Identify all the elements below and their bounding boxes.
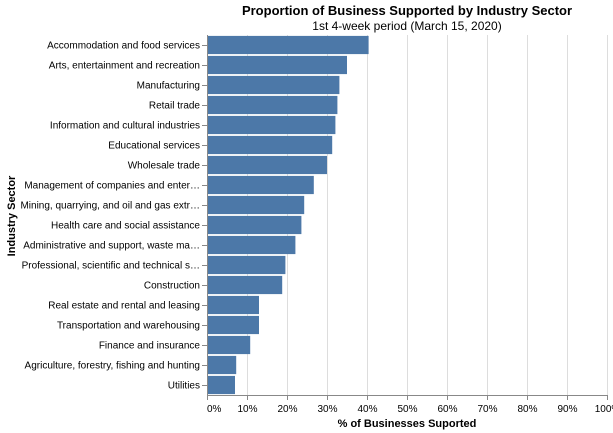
y-tick-label: Retail trade [149,101,201,112]
bar [207,375,235,395]
bar [207,355,237,375]
y-tick-label: Real estate and rental and leasing [48,301,200,312]
bar [207,335,251,355]
y-tick-label: Management of companies and enter… [24,181,200,192]
bar [207,135,333,155]
y-tick-label: Manufacturing [137,81,200,92]
x-axis-title: % of Businesses Suported [338,418,477,430]
y-tick-label: Professional, scientific and technical s… [22,261,200,272]
x-tick-label: 60% [437,404,457,415]
chart-title: Proportion of Business Supported by Indu… [242,3,572,18]
y-tick-label: Mining, quarrying, and oil and gas extr… [20,201,200,212]
x-tick-label: 80% [517,404,537,415]
x-tick-label: 0% [207,404,222,415]
y-tick-label: Arts, entertainment and recreation [49,61,200,72]
x-tick-label: 10% [237,404,257,415]
x-tick-label: 30% [317,404,337,415]
y-tick-label: Health care and social assistance [51,221,200,232]
bar [207,275,283,295]
bar [207,35,369,55]
bar [207,75,340,95]
y-tick-label: Administrative and support, waste ma… [23,241,200,252]
y-tick-label: Accommodation and food services [47,41,200,52]
y-tick-label: Finance and insurance [99,341,201,352]
x-tick-label: 100% [595,404,613,415]
gridlines [207,35,608,395]
x-tick-label: 40% [357,404,377,415]
bar [207,235,296,255]
y-axis-title: Industry Sector [6,175,18,256]
bar [207,295,259,315]
bar [207,175,314,195]
bar [207,315,259,335]
y-tick-label: Information and cultural industries [50,121,200,132]
y-tick-label: Construction [144,281,200,292]
axes: 0% 10% 20% 30% 40% 50% 60% 70% 80% 90% 100% Accommo… [20,35,613,415]
bar [207,155,327,175]
bars [207,35,369,395]
y-tick-label: Agriculture, forestry, fishing and hunti… [25,361,200,372]
x-tick-label: 50% [397,404,417,415]
bar [207,215,302,235]
x-tick-label: 20% [277,404,297,415]
y-tick-label: Educational services [108,141,200,152]
bar [207,195,305,215]
y-tick-label: Utilities [168,381,200,392]
x-tick-label: 90% [557,404,577,415]
x-tick-label: 70% [477,404,497,415]
bar [207,115,336,135]
y-tick-label: Wholesale trade [128,161,201,172]
y-tick-label: Transportation and warehousing [57,321,200,332]
bar [207,95,338,115]
chart-subtitle: 1st 4-week period (March 15, 2020) [312,19,501,33]
bar [207,55,347,75]
bar [207,255,286,275]
